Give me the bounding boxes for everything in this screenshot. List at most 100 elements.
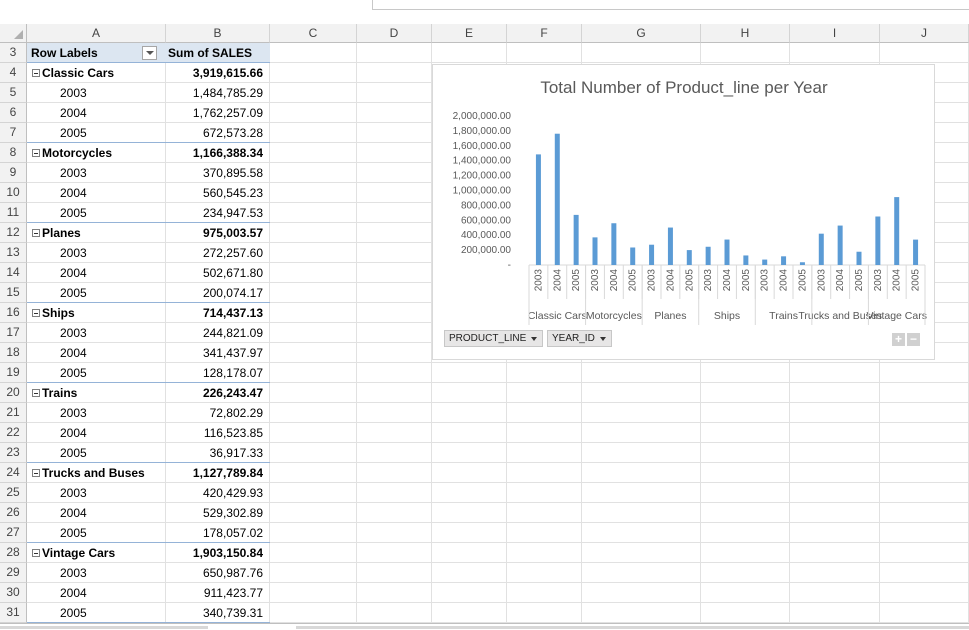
year-value[interactable]: 244,821.09: [202, 326, 263, 340]
year-label[interactable]: 2005: [60, 526, 87, 540]
year-label[interactable]: 2003: [60, 166, 87, 180]
row-header-28[interactable]: 28: [0, 543, 27, 563]
year-value[interactable]: 1,762,257.09: [192, 106, 263, 120]
collapse-toggle-icon[interactable]: [32, 548, 40, 557]
row-header-22[interactable]: 22: [0, 423, 27, 443]
row-header-19[interactable]: 19: [0, 363, 27, 383]
sum-of-sales-header[interactable]: Sum of SALES: [168, 46, 253, 60]
group-total[interactable]: 1,127,789.84: [192, 466, 263, 480]
year-label[interactable]: 2005: [60, 366, 87, 380]
year-label[interactable]: 2005: [60, 206, 87, 220]
collapse-toggle-icon[interactable]: [32, 68, 40, 77]
select-all-corner[interactable]: [0, 24, 27, 43]
year-label[interactable]: 2004: [60, 346, 87, 360]
pivot-group-row[interactable]: Vintage Cars: [28, 543, 166, 563]
year-label[interactable]: 2003: [60, 566, 87, 580]
year-value[interactable]: 234,947.53: [202, 206, 263, 220]
row-header-25[interactable]: 25: [0, 483, 27, 503]
sheet-tabs-area[interactable]: [0, 626, 208, 629]
year-value[interactable]: 272,257.60: [202, 246, 263, 260]
row-header-16[interactable]: 16: [0, 303, 27, 323]
year-label[interactable]: 2005: [60, 286, 87, 300]
year-value[interactable]: 116,523.85: [203, 426, 263, 440]
year-value[interactable]: 911,423.77: [203, 586, 263, 600]
pivot-group-row[interactable]: Planes: [28, 223, 166, 243]
column-header-b[interactable]: B: [166, 24, 270, 43]
year-label[interactable]: 2004: [60, 426, 87, 440]
row-header-23[interactable]: 23: [0, 443, 27, 463]
row-labels-header[interactable]: Row Labels: [31, 46, 98, 60]
column-header-a[interactable]: A: [27, 24, 166, 43]
row-header-14[interactable]: 14: [0, 263, 27, 283]
year-label[interactable]: 2003: [60, 406, 87, 420]
column-header-g[interactable]: G: [582, 24, 701, 43]
year-value[interactable]: 370,895.58: [202, 166, 263, 180]
row-header-21[interactable]: 21: [0, 403, 27, 423]
row-header-6[interactable]: 6: [0, 103, 27, 123]
row-header-17[interactable]: 17: [0, 323, 27, 343]
year-value[interactable]: 1,484,785.29: [192, 86, 263, 100]
column-header-f[interactable]: F: [507, 24, 582, 43]
year-value[interactable]: 650,987.76: [202, 566, 263, 580]
row-header-12[interactable]: 12: [0, 223, 27, 243]
collapse-toggle-icon[interactable]: [32, 148, 40, 157]
year-label[interactable]: 2003: [60, 86, 87, 100]
year-value[interactable]: 72,802.29: [209, 406, 263, 420]
row-header-18[interactable]: 18: [0, 343, 27, 363]
collapse-toggle-icon[interactable]: [32, 468, 40, 477]
collapse-toggle-icon[interactable]: [32, 228, 40, 237]
pivot-group-row[interactable]: Motorcycles: [28, 143, 166, 163]
group-total[interactable]: 1,903,150.84: [192, 546, 263, 560]
year-value[interactable]: 200,074.17: [202, 286, 263, 300]
group-total[interactable]: 226,243.47: [202, 386, 263, 400]
year-label[interactable]: 2003: [60, 486, 87, 500]
year-value[interactable]: 178,057.02: [202, 526, 263, 540]
pivot-group-row[interactable]: Trains: [28, 383, 166, 403]
group-total[interactable]: 714,437.13: [202, 306, 263, 320]
year-value[interactable]: 502,671.80: [202, 266, 263, 280]
row-header-27[interactable]: 27: [0, 523, 27, 543]
row-labels-filter-button[interactable]: [142, 46, 157, 60]
row-header-31[interactable]: 31: [0, 603, 27, 623]
year-label[interactable]: 2004: [60, 266, 87, 280]
year-value[interactable]: 529,302.89: [202, 506, 263, 520]
row-header-26[interactable]: 26: [0, 503, 27, 523]
group-total[interactable]: 1,166,388.34: [192, 146, 263, 160]
product-line-field-button[interactable]: PRODUCT_LINE: [444, 330, 544, 347]
year-label[interactable]: 2005: [60, 126, 87, 140]
row-header-3[interactable]: 3: [0, 43, 27, 63]
year-label[interactable]: 2003: [60, 326, 87, 340]
year-label[interactable]: 2004: [60, 106, 87, 120]
row-header-11[interactable]: 11: [0, 203, 27, 223]
column-header-e[interactable]: E: [432, 24, 507, 43]
year-label[interactable]: 2004: [60, 506, 87, 520]
row-header-7[interactable]: 7: [0, 123, 27, 143]
column-header-i[interactable]: I: [790, 24, 880, 43]
collapse-field-button[interactable]: −: [907, 333, 920, 346]
row-header-20[interactable]: 20: [0, 383, 27, 403]
column-header-j[interactable]: J: [880, 24, 969, 43]
year-label[interactable]: 2005: [60, 446, 87, 460]
year-label[interactable]: 2004: [60, 186, 87, 200]
year-label[interactable]: 2004: [60, 586, 87, 600]
year-label[interactable]: 2003: [60, 246, 87, 260]
collapse-toggle-icon[interactable]: [32, 388, 40, 397]
year-id-field-button[interactable]: YEAR_ID: [547, 330, 612, 347]
expand-field-button[interactable]: +: [892, 333, 905, 346]
pivot-chart[interactable]: Total Number of Product_line per Year 2,0…: [432, 64, 935, 360]
year-value[interactable]: 340,739.31: [202, 606, 263, 620]
group-total[interactable]: 3,919,615.66: [192, 66, 263, 80]
row-header-9[interactable]: 9: [0, 163, 27, 183]
row-header-24[interactable]: 24: [0, 463, 27, 483]
pivot-group-row[interactable]: Ships: [28, 303, 166, 323]
row-header-10[interactable]: 10: [0, 183, 27, 203]
column-header-h[interactable]: H: [701, 24, 790, 43]
year-value[interactable]: 128,178.07: [202, 366, 263, 380]
year-value[interactable]: 341,437.97: [202, 346, 263, 360]
row-header-5[interactable]: 5: [0, 83, 27, 103]
row-header-4[interactable]: 4: [0, 63, 27, 83]
row-header-13[interactable]: 13: [0, 243, 27, 263]
row-header-29[interactable]: 29: [0, 563, 27, 583]
year-value[interactable]: 560,545.23: [202, 186, 263, 200]
